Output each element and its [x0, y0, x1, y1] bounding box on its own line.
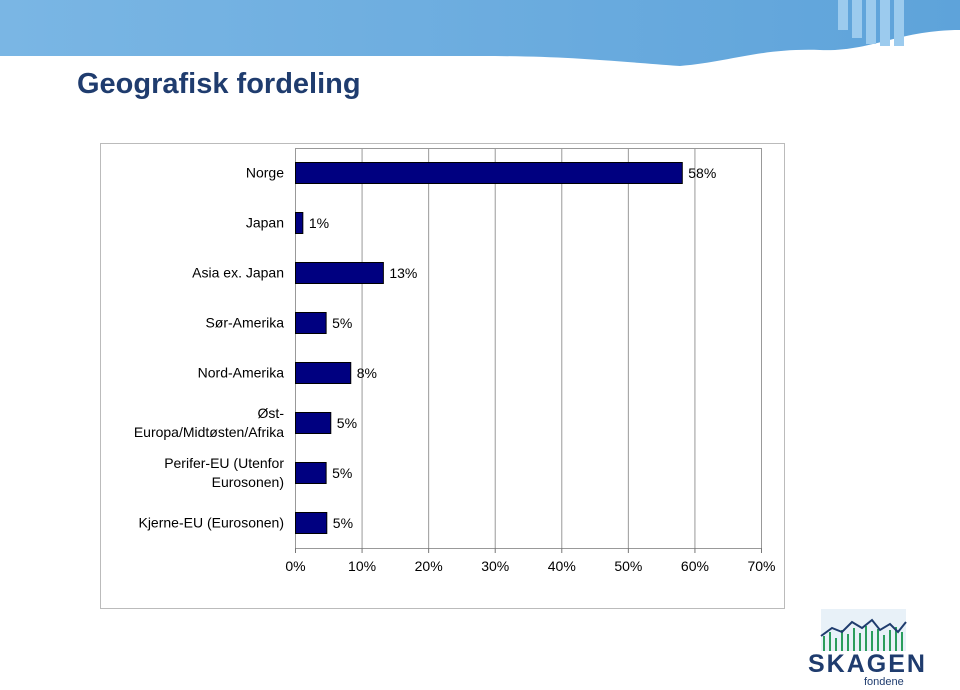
- category-label: Sør-Amerika: [205, 314, 284, 331]
- category-label: Japan: [245, 214, 284, 231]
- value-label: 5%: [332, 515, 354, 531]
- bar: [295, 512, 328, 534]
- category-label: Asia ex. Japan: [192, 264, 284, 281]
- value-label: 1%: [308, 215, 330, 231]
- bar: [295, 412, 332, 434]
- x-tick-label: 60%: [680, 558, 709, 574]
- bar: [295, 362, 352, 384]
- value-label: 58%: [688, 165, 717, 181]
- value-label: 8%: [356, 365, 377, 381]
- header-band: [0, 0, 960, 66]
- plot: [295, 148, 762, 553]
- bar: [295, 212, 304, 234]
- x-tick-label: 0%: [285, 558, 306, 574]
- x-tick-label: 30%: [481, 558, 510, 574]
- x-tick-label: 50%: [614, 558, 643, 574]
- value-label: 5%: [332, 465, 353, 481]
- bar: [295, 312, 327, 334]
- x-tick-label: 70%: [747, 558, 776, 574]
- x-tick-label: 40%: [547, 558, 576, 574]
- value-label: 13%: [389, 265, 418, 281]
- bar: [295, 462, 327, 484]
- slide-title: Geografisk fordeling: [77, 68, 361, 100]
- bar: [295, 262, 384, 284]
- logo-icon: [820, 609, 907, 651]
- bar: [295, 162, 683, 184]
- header-stripes: [838, 0, 904, 46]
- plot-area: [295, 148, 762, 549]
- category-label: Kjerne-EU (Eurosonen): [138, 514, 284, 531]
- value-label: 5%: [336, 415, 358, 431]
- category-label: Norge: [245, 164, 284, 181]
- logo-name: SKAGEN: [808, 650, 927, 678]
- value-label: 5%: [332, 315, 353, 331]
- logo-sub: fondene: [864, 676, 904, 688]
- category-label: Perifer-EU (Utenfor Eurosonen): [164, 455, 284, 490]
- x-tick-label: 20%: [414, 558, 443, 574]
- category-label: Nord-Amerika: [197, 364, 284, 381]
- category-label: Øst-Europa/Midtøsten/Afrika: [133, 405, 284, 440]
- x-tick-label: 10%: [348, 558, 377, 574]
